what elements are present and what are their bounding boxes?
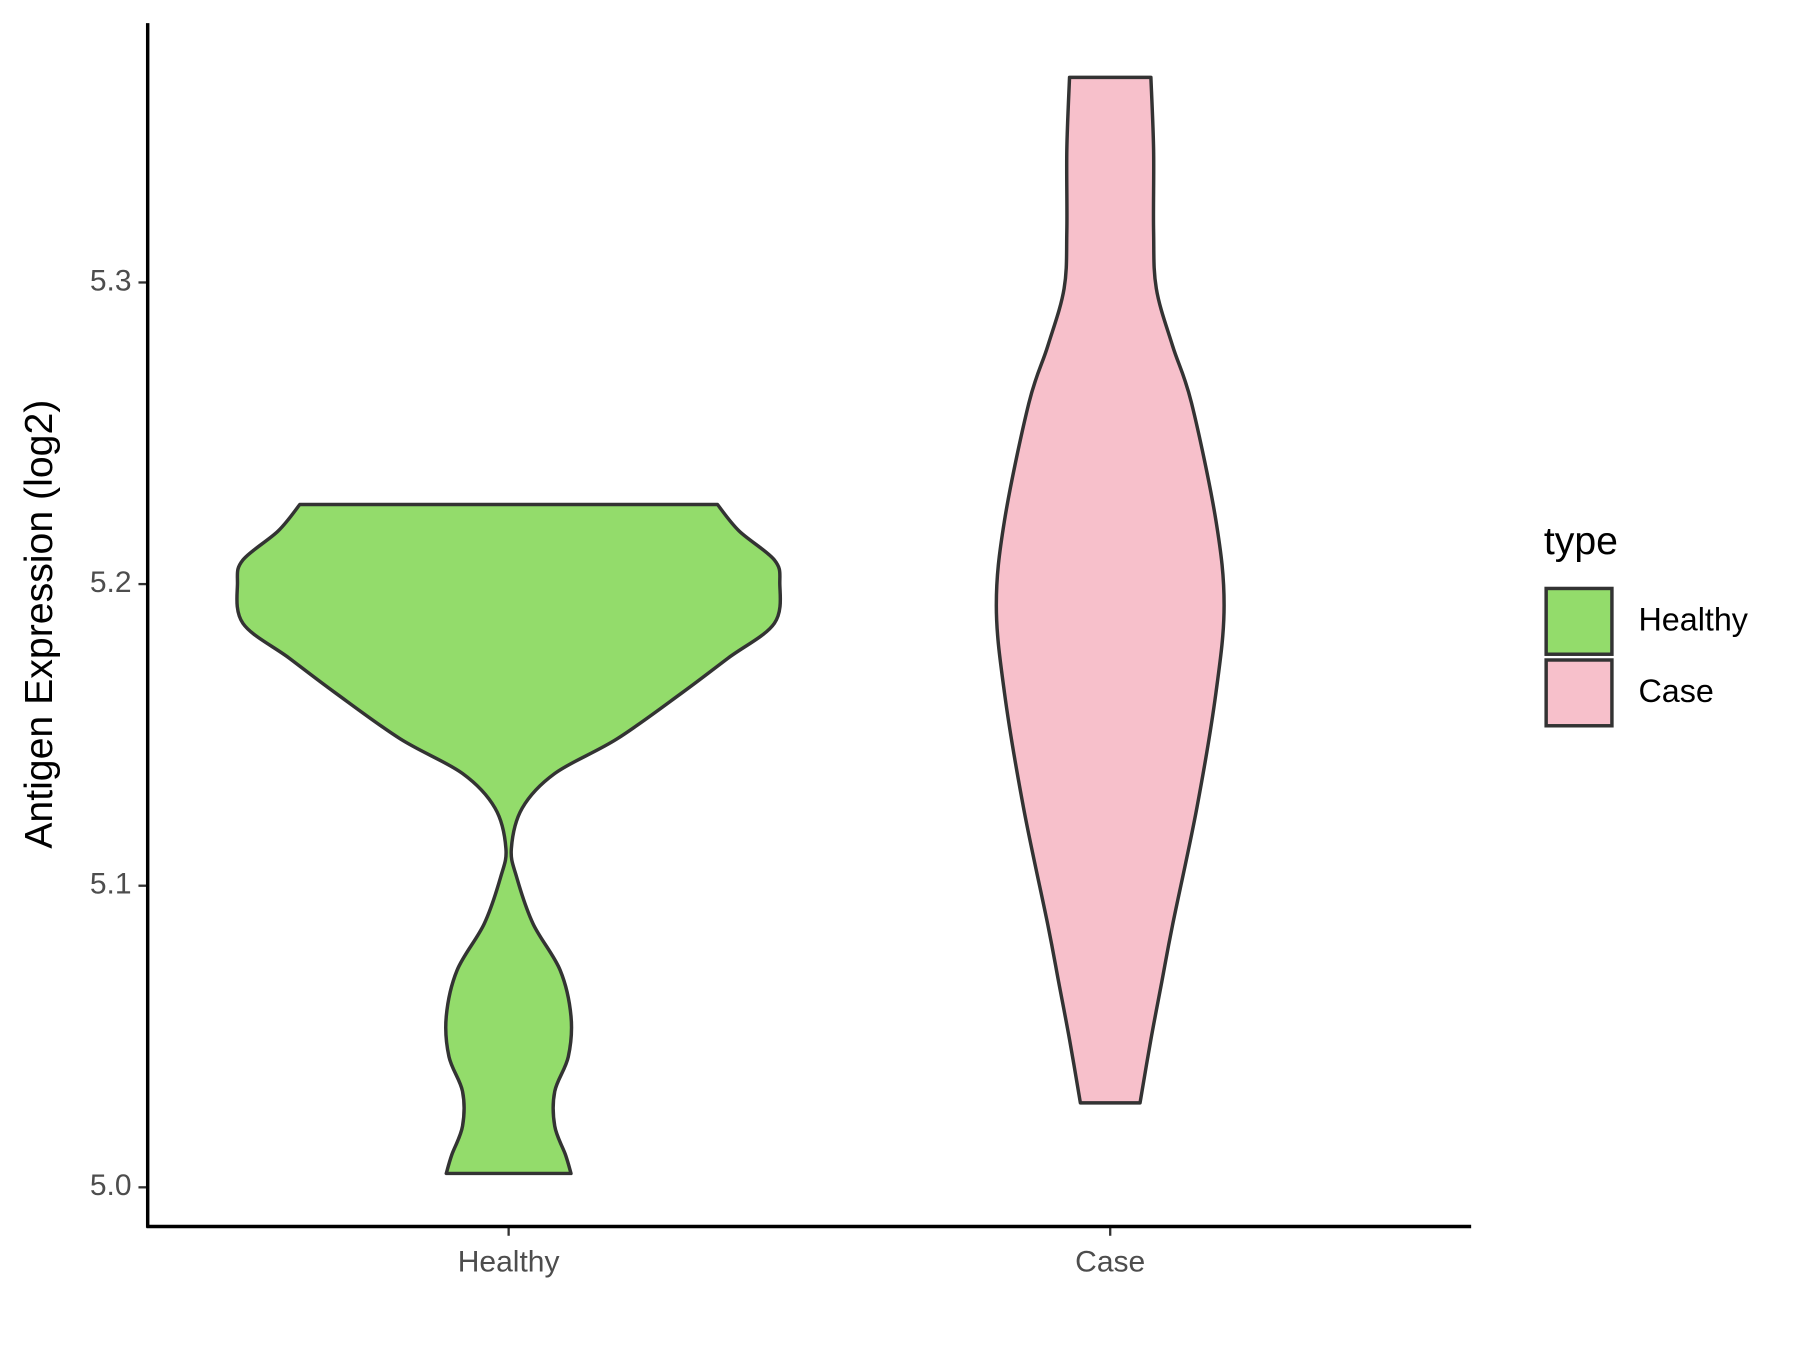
y-tick-label: 5.2 (90, 566, 132, 599)
legend-key (1544, 586, 1614, 656)
y-tick-label: 5.1 (90, 868, 132, 901)
legend-label: Healthy (1638, 601, 1748, 637)
violin (994, 75, 1226, 1105)
y-tick-label: 5.3 (90, 264, 132, 297)
x-tick-label: Case (1075, 1245, 1145, 1278)
y-axis-label: Antigen Expression (log2) (17, 400, 61, 849)
legend-label: Case (1638, 673, 1713, 709)
legend-title: type (1544, 519, 1618, 563)
y-tick-label: 5.0 (90, 1169, 132, 1202)
x-tick-label: Healthy (458, 1245, 560, 1278)
legend-key (1544, 658, 1614, 728)
violin (235, 502, 783, 1176)
